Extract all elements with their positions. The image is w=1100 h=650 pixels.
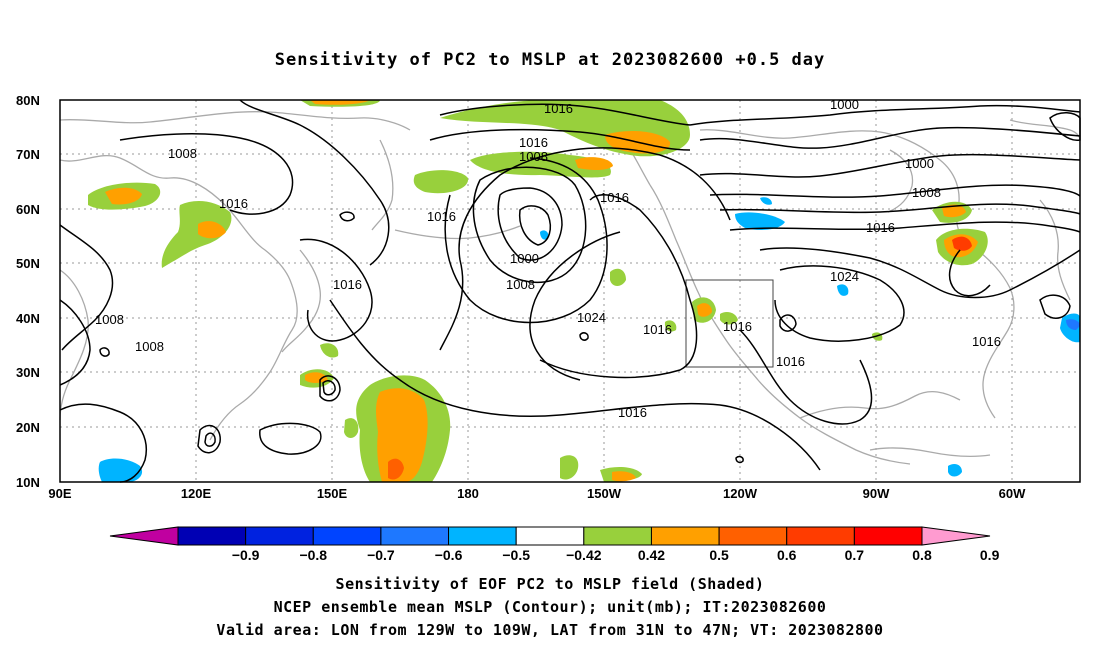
colorbar-box — [718, 526, 788, 546]
colorbar-box — [312, 526, 382, 546]
lat-label: 40N — [16, 311, 40, 326]
colorbar-label: −0.7 — [367, 547, 395, 563]
contour-label: 1000 — [510, 251, 539, 266]
lat-label: 60N — [16, 202, 40, 217]
colorbar-box — [650, 526, 720, 546]
lon-label: 90W — [863, 486, 890, 501]
lon-label: 60W — [999, 486, 1026, 501]
colorbar-label: 0.42 — [638, 547, 665, 563]
lon-label: 120E — [181, 486, 212, 501]
contour-label: 1016 — [219, 196, 248, 211]
colorbar-label: −0.42 — [566, 547, 602, 563]
colorbar-label: 0.5 — [709, 547, 729, 563]
lon-label: 120W — [723, 486, 758, 501]
contour-label: 1008 — [95, 312, 124, 327]
contour-label: 1016 — [544, 101, 573, 116]
contour-label: 1008 — [168, 146, 197, 161]
colorbar-label: 0.6 — [777, 547, 797, 563]
contour-label: 1008 — [135, 339, 164, 354]
contour-label: 1016 — [866, 220, 895, 235]
mslp-contours — [59, 99, 1081, 483]
footer-line-3: Valid area: LON from 129W to 109W, LAT f… — [216, 621, 884, 639]
contour-label: 1016 — [972, 334, 1001, 349]
longitude-labels: 90E 120E 150E 180 150W 120W 90W 60W — [48, 486, 1026, 501]
lon-label: 150W — [587, 486, 622, 501]
contour-label: 1008 — [506, 277, 535, 292]
footer-line-1: Sensitivity of EOF PC2 to MSLP field (Sh… — [335, 575, 765, 593]
colorbar-box — [786, 526, 855, 546]
colorbar-label: −0.8 — [299, 547, 327, 563]
colorbar-label: 0.8 — [912, 547, 932, 563]
contour-label: 1016 — [519, 135, 548, 150]
colorbar-box — [245, 526, 314, 546]
valid-area-box — [685, 279, 774, 368]
lat-label: 30N — [16, 365, 40, 380]
lon-label: 150E — [317, 486, 348, 501]
colorbar-label: 0.7 — [845, 547, 865, 563]
colorbar-min-triangle — [109, 526, 179, 546]
colorbar-box — [448, 526, 517, 546]
grid-lines — [60, 100, 1080, 482]
lat-label: 10N — [16, 475, 40, 490]
colorbar-box — [853, 526, 923, 546]
colorbar-max-triangle — [921, 526, 991, 546]
contour-label: 1016 — [618, 405, 647, 420]
map-frame — [59, 99, 1081, 483]
contour-label: 1016 — [427, 209, 456, 224]
contour-label: 1016 — [600, 190, 629, 205]
lon-label: 180 — [457, 486, 479, 501]
contour-label: 1016 — [643, 322, 672, 337]
colorbar-label: 0.9 — [980, 547, 1000, 563]
contour-labels: 1016 1000 1008 1016 1016 1008 1016 1000 … — [95, 97, 1001, 420]
colorbar-label: −0.6 — [435, 547, 463, 563]
colorbar: −0.9 −0.8 −0.7 −0.6 −0.5 −0.42 0.42 0.5 0.6 0.7 0.… — [109, 526, 1000, 563]
lat-label: 20N — [16, 420, 40, 435]
colorbar-box — [177, 526, 247, 546]
colorbar-box — [380, 526, 450, 546]
colorbar-label: −0.9 — [232, 547, 260, 563]
contour-label: 1016 — [333, 277, 362, 292]
map-title: Sensitivity of PC2 to MSLP at 2023082600… — [274, 50, 826, 70]
contour-label: 1008 — [912, 185, 941, 200]
latitude-labels: 80N 70N 60N 50N 40N 30N 20N 10N — [16, 93, 40, 490]
contour-label: 1024 — [577, 310, 606, 325]
colorbar-box — [515, 526, 585, 546]
contour-label: 1016 — [723, 319, 752, 334]
contour-label: 1016 — [776, 354, 805, 369]
contour-label: 1000 — [905, 156, 934, 171]
contour-label: 1024 — [830, 269, 859, 284]
colorbar-box — [583, 526, 652, 546]
colorbar-label: −0.5 — [502, 547, 530, 563]
footer-line-2: NCEP ensemble mean MSLP (Contour); unit(… — [273, 598, 827, 616]
contour-label: 1008 — [519, 149, 548, 164]
lon-label: 90E — [48, 486, 71, 501]
lat-label: 80N — [16, 93, 40, 108]
lat-label: 50N — [16, 256, 40, 271]
lat-label: 70N — [16, 147, 40, 162]
